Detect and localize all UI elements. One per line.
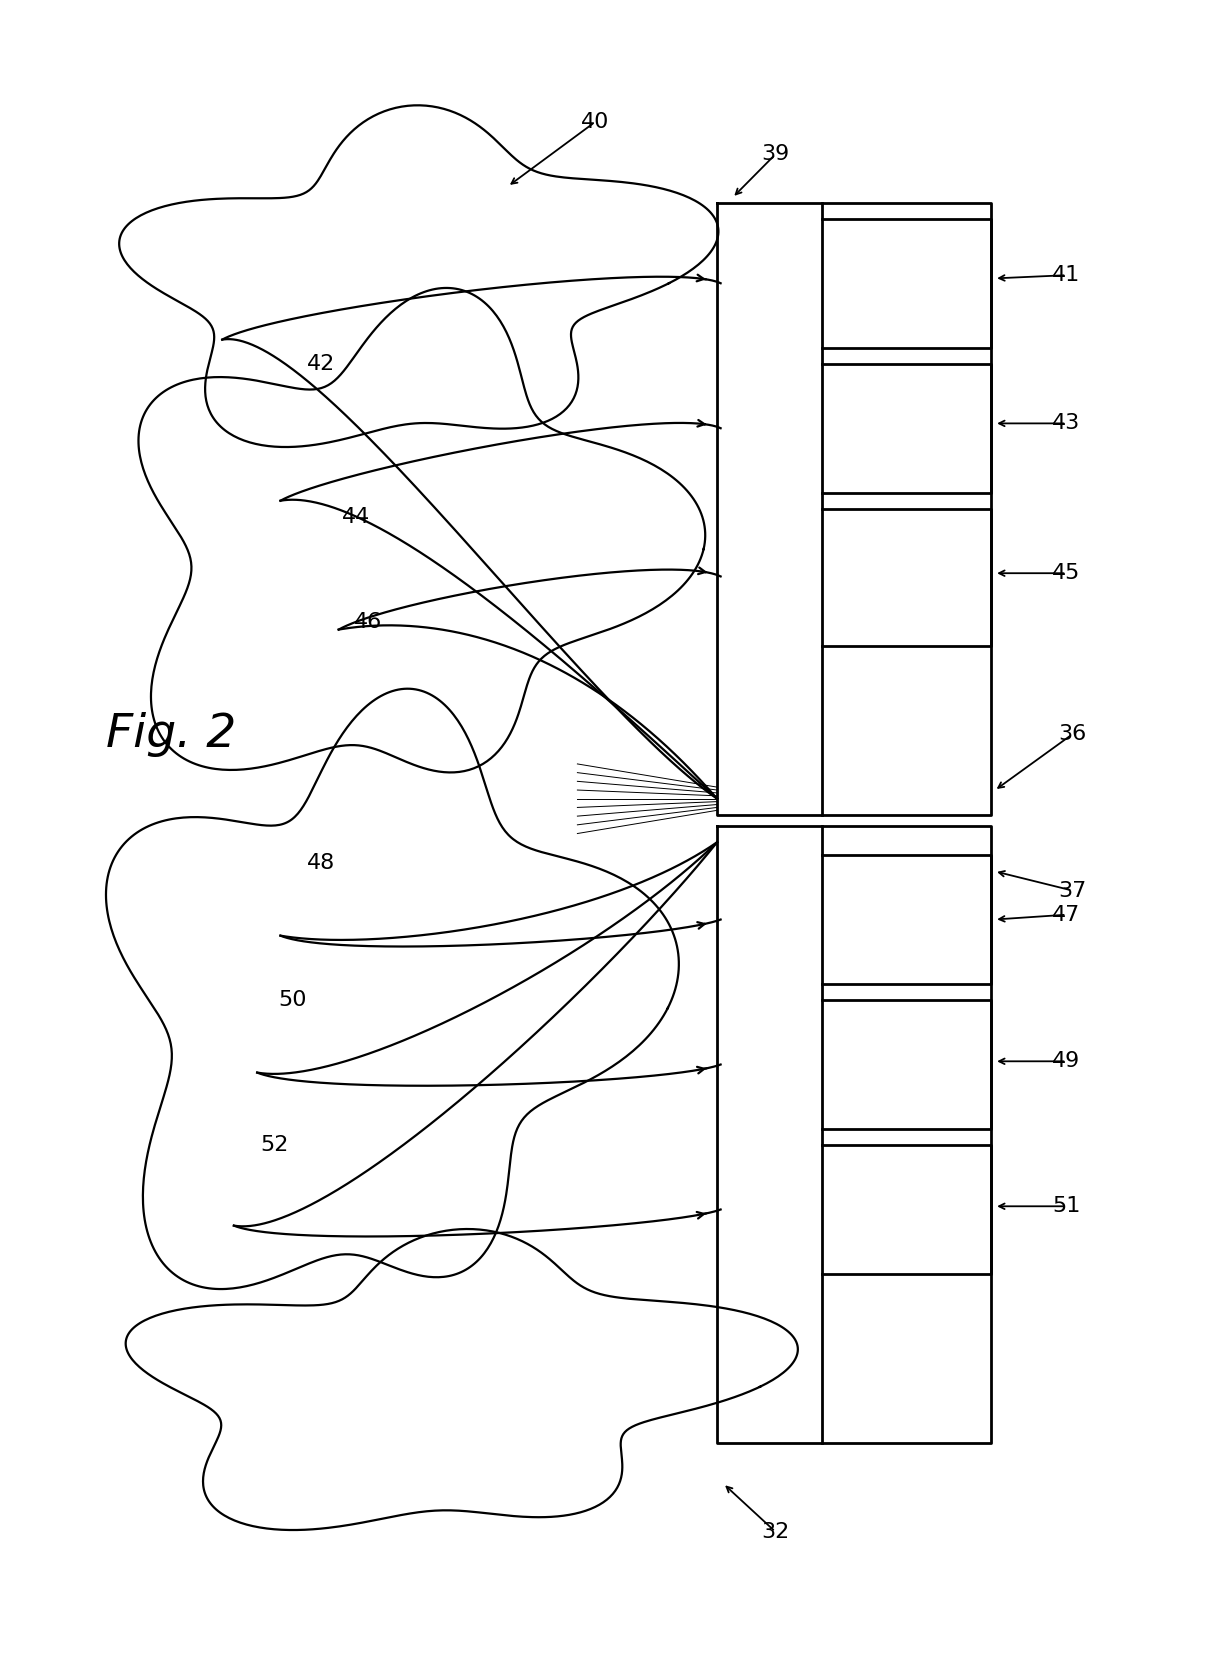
- Text: 50: 50: [278, 990, 307, 1010]
- Text: 36: 36: [1058, 725, 1087, 745]
- Text: 52: 52: [261, 1134, 289, 1154]
- Text: Fig. 2: Fig. 2: [106, 711, 237, 757]
- Text: 49: 49: [1053, 1052, 1081, 1071]
- Text: 37: 37: [1058, 881, 1087, 901]
- Text: 45: 45: [1053, 564, 1081, 584]
- Text: 47: 47: [1053, 904, 1081, 925]
- Text: 48: 48: [307, 852, 335, 873]
- Text: 46: 46: [354, 611, 382, 631]
- Text: 44: 44: [342, 507, 370, 527]
- Text: 40: 40: [581, 112, 609, 133]
- Text: 43: 43: [1053, 413, 1081, 433]
- Text: 41: 41: [1053, 265, 1081, 285]
- Text: 42: 42: [307, 354, 335, 374]
- Text: 32: 32: [762, 1522, 790, 1542]
- Text: 51: 51: [1053, 1196, 1081, 1217]
- Text: 39: 39: [762, 144, 790, 164]
